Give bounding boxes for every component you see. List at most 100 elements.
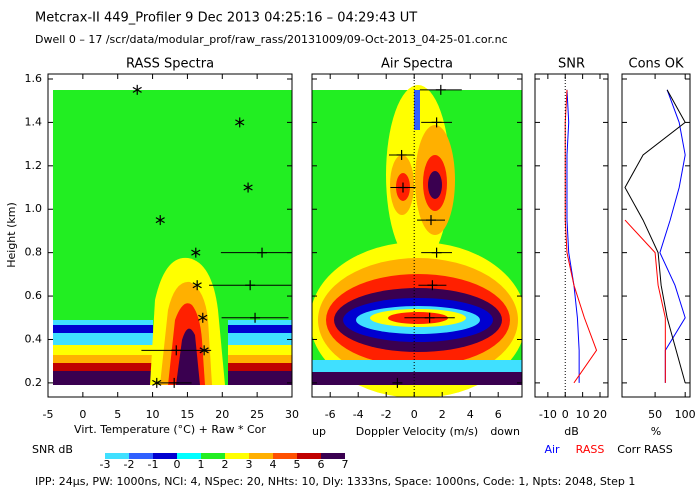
y-tick-label: 0.6 <box>25 289 43 302</box>
x-tick-label: 50 <box>648 408 662 421</box>
marker <box>392 377 403 388</box>
panel-frame <box>311 73 523 398</box>
legend-entry: Corr RASS <box>617 443 672 456</box>
marker <box>235 117 245 128</box>
profile-line <box>624 89 686 384</box>
panel-title: Cons OK <box>629 57 684 72</box>
x-tick-label: 20 <box>215 408 229 421</box>
marker-stroke <box>199 347 209 354</box>
colorbar-tick-label: 4 <box>270 458 277 471</box>
x-axis-label: Doppler Velocity (m/s) <box>356 425 478 438</box>
marker-stroke <box>132 86 142 93</box>
x-tick-label: 6 <box>495 408 502 421</box>
x-tick-label: 4 <box>467 408 474 421</box>
marker <box>171 345 182 356</box>
x-tick-label: 2 <box>439 408 446 421</box>
marker <box>191 247 201 258</box>
legend-entry: RASS <box>576 443 605 456</box>
legend-entry: Air <box>544 443 560 456</box>
marker <box>431 117 442 128</box>
marker <box>245 280 256 291</box>
colorbar-tick-label: -2 <box>124 458 135 471</box>
x-tick-label: -4 <box>353 408 364 421</box>
marker <box>424 312 435 323</box>
panel-frame <box>534 73 609 398</box>
marker-stroke <box>152 379 162 386</box>
x-tick-label: 15 <box>180 408 194 421</box>
marker <box>198 312 208 323</box>
colorbar-tick-label: 6 <box>318 458 325 471</box>
x-tick-label: 0 <box>79 408 86 421</box>
x-tick-label: 0 <box>562 408 569 421</box>
marker <box>250 312 261 323</box>
header-line: Metcrax-II 449_Profiler 9 Dec 2013 04:25… <box>35 11 417 26</box>
colorbar-tick-label: -1 <box>148 458 159 471</box>
x-axis-label: dB <box>564 425 579 438</box>
y-tick-label: 0.2 <box>25 376 43 389</box>
series-group <box>624 89 686 384</box>
marker <box>152 377 162 388</box>
series-group <box>389 84 462 388</box>
x-tick-label: 25 <box>250 408 264 421</box>
x-tick-label: -6 <box>325 408 336 421</box>
contour-field <box>53 90 292 385</box>
y-tick-label: 1.2 <box>25 159 43 172</box>
marker <box>398 182 408 193</box>
x-tick-label: 10 <box>146 408 160 421</box>
marker-stroke <box>198 314 208 321</box>
colorbar-swatch <box>225 453 249 459</box>
x-tick-label: 10 <box>576 408 590 421</box>
colorbar-swatch <box>321 453 345 459</box>
marker <box>257 247 268 258</box>
colorbar-tick-label: -3 <box>100 458 111 471</box>
panel-title: RASS Spectra <box>126 57 214 72</box>
profile-line <box>564 89 598 384</box>
colorbar-tick-label: 0 <box>174 458 181 471</box>
y-tick-label: 1.6 <box>25 72 43 85</box>
x-tick-label: 0 <box>411 408 418 421</box>
marker <box>192 280 202 291</box>
colorbar-swatch <box>249 453 273 459</box>
y-tick-label: 0.4 <box>25 332 43 345</box>
x-axis-label: % <box>651 425 661 438</box>
marker <box>132 84 142 95</box>
header-line: Dwell 0 – 17 /scr/data/modular_prof/raw_… <box>35 33 508 46</box>
marker <box>431 247 442 258</box>
x-tick-label: 20 <box>593 408 607 421</box>
marker-stroke <box>191 249 201 256</box>
marker-stroke <box>192 282 202 289</box>
colorbar-swatch <box>297 453 321 459</box>
colorbar-swatch <box>273 453 297 459</box>
y-axis-label: Height (km) <box>5 202 18 268</box>
x-tick-label: 100 <box>675 408 696 421</box>
colorbar-tick-label: 5 <box>294 458 301 471</box>
profile-line <box>566 89 580 383</box>
colorbar-swatch <box>153 453 177 459</box>
contour-field <box>312 85 522 397</box>
colorbar-swatch <box>177 453 201 459</box>
marker-stroke <box>155 217 165 224</box>
marker-stroke <box>243 184 253 191</box>
marker <box>243 182 253 193</box>
x-tick-label: -5 <box>43 408 54 421</box>
marker <box>427 280 438 291</box>
panel-title: Air Spectra <box>381 57 453 72</box>
marker <box>199 345 209 356</box>
colorbar-swatch <box>105 453 129 459</box>
colorbar-tick-label: 7 <box>342 458 349 471</box>
marker <box>435 84 446 95</box>
marker <box>426 215 436 226</box>
colorbar-tick-label: 2 <box>222 458 229 471</box>
colorbar-tick-label: 1 <box>198 458 205 471</box>
x-tick-label: -10 <box>539 408 557 421</box>
panel-title: SNR <box>558 57 585 72</box>
x-tick-label: -2 <box>381 408 392 421</box>
x-axis-label: up <box>312 425 326 438</box>
y-tick-label: 0.8 <box>25 246 43 259</box>
y-tick-label: 1.4 <box>25 115 43 128</box>
marker <box>155 215 165 226</box>
colorbar-title: SNR dB <box>32 443 73 456</box>
x-tick-label: 30 <box>285 408 299 421</box>
marker <box>169 377 180 388</box>
